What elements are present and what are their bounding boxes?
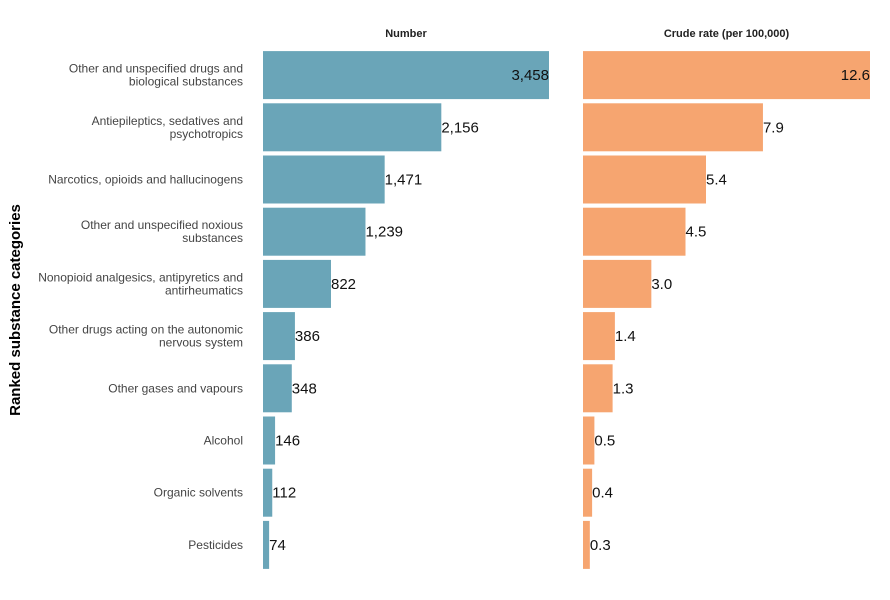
category-label: Other and unspecified noxious substances <box>81 218 243 245</box>
data-label: 1.3 <box>613 380 634 397</box>
data-label: 112 <box>272 485 296 502</box>
bar <box>263 155 385 204</box>
data-label: 0.4 <box>592 485 613 502</box>
category-label: Narcotics, opioids and hallucinogens <box>48 173 243 187</box>
data-label: 1,471 <box>385 172 423 189</box>
category-label-line: psychotropics <box>170 127 243 141</box>
category-label: Other drugs acting on the autonomic nervo… <box>49 323 243 350</box>
category-label-line: biological substances <box>129 75 243 89</box>
bar <box>263 259 331 308</box>
category-label-line: Other and unspecified noxious <box>81 218 243 232</box>
bar <box>583 207 686 256</box>
data-label: 7.9 <box>763 119 784 136</box>
data-label: 348 <box>292 380 317 397</box>
chart-panels: Number 3,458 2,156 1,471 1,239 822 386 348 146 11… <box>263 28 870 569</box>
bar <box>263 364 292 413</box>
category-labels: Other and unspecified drugs and biologica… <box>38 62 243 552</box>
category-label: Other and unspecified drugs and biologica… <box>69 62 243 89</box>
category-label-line: Organic solvents <box>154 486 243 500</box>
category-label-line: Other and unspecified drugs and <box>69 62 243 76</box>
data-label: 12.6 <box>841 67 870 84</box>
y-axis-title: Ranked substance categories <box>7 204 24 416</box>
bar <box>263 103 442 152</box>
panel-number: Number 3,458 2,156 1,471 1,239 822 386 348 146 11… <box>263 28 549 569</box>
category-label-line: Pesticides <box>188 538 243 552</box>
category-label-line: nervous system <box>159 336 243 350</box>
category-label-line: substances <box>182 231 243 245</box>
bar <box>263 312 295 361</box>
category-label: Alcohol <box>204 434 243 448</box>
panel-title: Number <box>385 28 427 40</box>
bar <box>263 416 276 465</box>
bar <box>583 51 870 100</box>
data-label: 0.3 <box>590 537 611 554</box>
data-label: 2,156 <box>441 119 479 136</box>
data-label: 0.5 <box>594 433 615 450</box>
bar <box>583 259 652 308</box>
bar <box>583 364 613 413</box>
bar <box>583 468 593 517</box>
bar <box>263 468 273 517</box>
data-label: 822 <box>331 276 356 293</box>
panel-crude-rate: Crude rate (per 100,000) 12.6 7.9 5.4 4.5 3.0… <box>583 28 870 569</box>
category-label: Organic solvents <box>154 486 243 500</box>
bar <box>583 520 590 569</box>
bar <box>263 520 270 569</box>
data-label: 1.4 <box>615 328 636 345</box>
category-label: Nonopioid analgesics, antipyretics and an… <box>38 270 243 297</box>
data-label: 146 <box>275 433 300 450</box>
bar <box>263 207 366 256</box>
bar <box>583 103 763 152</box>
category-label: Antiepileptics, sedatives and psychotropi… <box>92 114 243 141</box>
category-label-line: Narcotics, opioids and hallucinogens <box>48 173 243 187</box>
data-label: 4.5 <box>686 224 707 241</box>
data-label: 386 <box>295 328 320 345</box>
data-label: 74 <box>269 537 286 554</box>
bar <box>583 155 706 204</box>
data-label: 1,239 <box>365 224 403 241</box>
category-label: Other gases and vapours <box>108 381 243 395</box>
category-label: Pesticides <box>188 538 243 552</box>
bar <box>263 51 549 100</box>
bar <box>583 416 595 465</box>
category-label-line: Other gases and vapours <box>108 381 243 395</box>
category-label-line: Nonopioid analgesics, antipyretics and <box>38 270 243 284</box>
data-label: 5.4 <box>706 172 727 189</box>
category-label-line: Antiepileptics, sedatives and <box>92 114 243 128</box>
category-label-line: Alcohol <box>204 434 243 448</box>
bar <box>583 312 615 361</box>
data-label: 3,458 <box>511 67 549 84</box>
panel-title: Crude rate (per 100,000) <box>664 28 790 40</box>
category-label-line: antirheumatics <box>165 283 243 297</box>
data-label: 3.0 <box>651 276 672 293</box>
category-label-line: Other drugs acting on the autonomic <box>49 323 243 337</box>
